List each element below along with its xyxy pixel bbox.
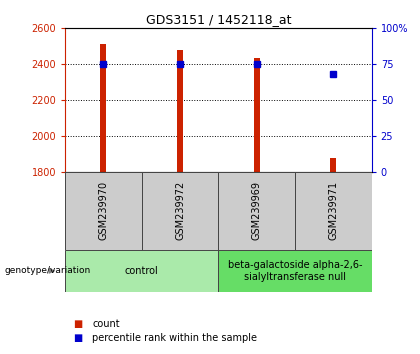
Text: GSM239972: GSM239972 bbox=[175, 181, 185, 240]
Text: beta-galactoside alpha-2,6-
sialyltransferase null: beta-galactoside alpha-2,6- sialyltransf… bbox=[228, 260, 362, 282]
Text: genotype/variation: genotype/variation bbox=[4, 266, 90, 275]
Bar bbox=[218, 250, 372, 292]
Text: GSM239971: GSM239971 bbox=[328, 181, 339, 240]
Bar bbox=[295, 172, 372, 250]
Bar bbox=[254, 58, 260, 172]
Bar bbox=[142, 172, 218, 250]
Text: GSM239970: GSM239970 bbox=[98, 181, 108, 240]
Text: ■: ■ bbox=[74, 319, 83, 329]
Bar bbox=[65, 250, 218, 292]
Bar bbox=[330, 158, 336, 172]
Bar bbox=[218, 172, 295, 250]
Bar bbox=[65, 172, 142, 250]
Text: count: count bbox=[92, 319, 120, 329]
Title: GDS3151 / 1452118_at: GDS3151 / 1452118_at bbox=[146, 13, 291, 26]
Text: ■: ■ bbox=[74, 333, 83, 343]
Text: percentile rank within the sample: percentile rank within the sample bbox=[92, 333, 257, 343]
Text: GSM239969: GSM239969 bbox=[252, 181, 262, 240]
Text: control: control bbox=[125, 266, 159, 276]
Bar bbox=[177, 50, 183, 172]
Bar bbox=[100, 44, 107, 172]
